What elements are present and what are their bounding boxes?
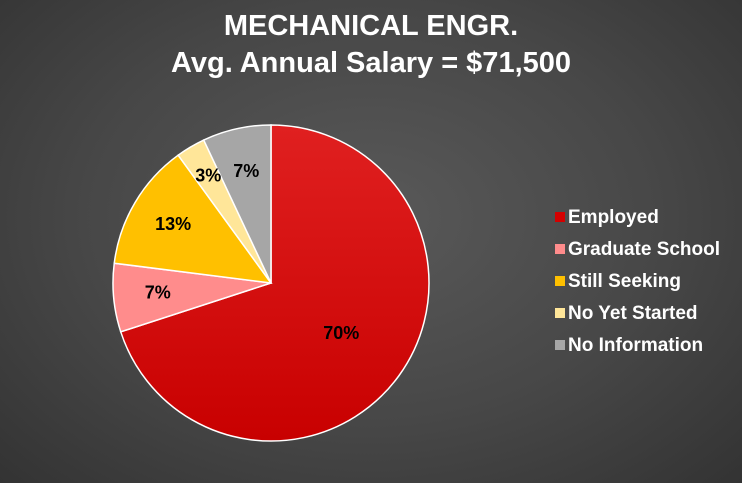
data-label-still-seeking: 13% (155, 214, 191, 234)
data-label-graduate-school: 7% (145, 282, 171, 302)
slice-no-information (202, 124, 272, 284)
chart-legend: Employed Graduate School Still Seeking No Y… (555, 207, 720, 356)
legend-label-no-yet-started: No Yet Started (568, 303, 698, 324)
data-label-no-yet-started: 3% (195, 166, 221, 186)
slice-employed (119, 124, 430, 442)
chart-title: MECHANICAL ENGR. (224, 10, 518, 42)
legend-label-still-seeking: Still Seeking (568, 271, 681, 292)
data-label-employed: 70% (323, 323, 359, 343)
legend-label-employed: Employed (568, 207, 659, 228)
legend-swatch-no-information (555, 340, 565, 350)
legend-swatch-still-seeking (555, 276, 565, 286)
legend-swatch-employed (555, 212, 565, 222)
pie-slices (112, 124, 430, 442)
legend-swatch-no-yet-started (555, 308, 565, 318)
legend-label-graduate-school: Graduate School (568, 239, 720, 260)
pie-data-labels: 70% 7% 13% 3% 7% (145, 161, 360, 343)
slice-still-seeking (113, 154, 273, 284)
chart-subtitle: Avg. Annual Salary = $71,500 (171, 47, 571, 79)
legend-label-no-information: No Information (568, 335, 703, 356)
legend-swatch-graduate-school (555, 244, 565, 254)
data-label-no-information: 7% (233, 161, 259, 181)
